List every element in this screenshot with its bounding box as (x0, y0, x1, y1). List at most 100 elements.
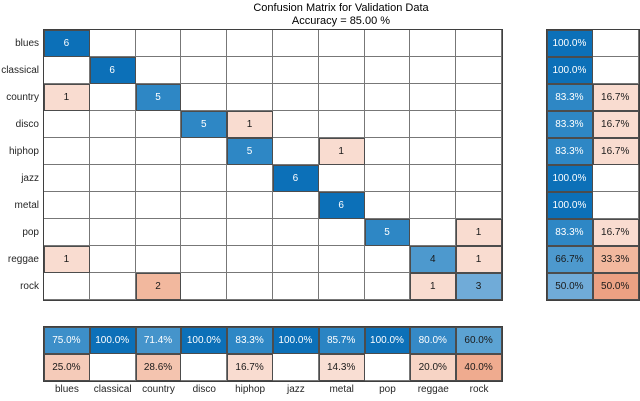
col-summary-correct-cell: 85.7% (318, 327, 365, 354)
matrix-cell: 6 (44, 30, 90, 57)
matrix-cell-empty (89, 192, 136, 219)
col-summary-correct-cell: 75.0% (44, 327, 90, 354)
col-label-jazz: jazz (286, 384, 305, 395)
matrix-cell-empty (456, 30, 502, 57)
matrix-cell-empty (181, 219, 228, 246)
col-summary-correct-cell: 71.4% (135, 327, 182, 354)
row-summary-grid: 100.0% 100.0% 83.3% 16.7% 83.3% 16.7% 83.3% 16.… (546, 29, 640, 301)
col-summary-incorrect-cell: 14.3% (318, 354, 365, 381)
col-summary-correct-cell: 83.3% (227, 327, 273, 354)
col-summary-empty-cell (272, 354, 319, 381)
matrix-cell: 1 (44, 84, 90, 111)
matrix-cell-empty (181, 165, 228, 192)
matrix-cell-empty (318, 165, 365, 192)
matrix-cell-empty (44, 111, 90, 138)
col-axis-labels: blues classical country disco hiphop jazz meta… (44, 384, 502, 395)
matrix-cell-empty (135, 138, 182, 165)
chart-title: Confusion Matrix for Validation Data (253, 2, 429, 14)
col-label-metal: metal (329, 384, 354, 395)
matrix-cell-empty (44, 192, 90, 219)
matrix-cell-empty (135, 57, 182, 84)
matrix-cell-empty (410, 165, 457, 192)
matrix-cell-empty (318, 30, 365, 57)
matrix-cell-empty (456, 138, 502, 165)
row-summary-incorrect-cell: 33.3% (592, 246, 639, 273)
col-summary-incorrect-cell: 20.0% (410, 354, 457, 381)
matrix-cell-empty (272, 273, 319, 300)
col-summary-correct-cell: 100.0% (181, 327, 228, 354)
matrix-cell-empty (89, 111, 136, 138)
row-summary-empty-cell (592, 57, 639, 84)
row-summary-incorrect-cell: 16.7% (592, 84, 639, 111)
matrix-cell: 1 (227, 111, 273, 138)
matrix-cell: 5 (135, 84, 182, 111)
col-summary-empty-cell (89, 354, 136, 381)
matrix-cell-empty (318, 111, 365, 138)
matrix-cell: 6 (272, 165, 319, 192)
matrix-cell-empty (364, 246, 411, 273)
col-summary-empty-cell (181, 354, 228, 381)
col-summary-incorrect-cell: 25.0% (44, 354, 90, 381)
row-label-pop: pop (22, 227, 39, 238)
row-label-jazz: jazz (21, 173, 39, 184)
matrix-cell-empty (135, 165, 182, 192)
matrix-cell-empty (89, 219, 136, 246)
row-label-classical: classical (1, 65, 39, 76)
matrix-cell-empty (89, 273, 136, 300)
matrix-cell-empty (318, 246, 365, 273)
matrix-cell-empty (272, 246, 319, 273)
row-axis-labels: blues classical country disco hiphop jazz meta… (0, 30, 39, 300)
matrix-cell-empty (364, 57, 411, 84)
matrix-cell-empty (181, 192, 228, 219)
matrix-cell-empty (89, 165, 136, 192)
matrix-cell-empty (89, 30, 136, 57)
matrix-cell-empty (410, 219, 457, 246)
row-summary-correct-cell: 100.0% (547, 165, 593, 192)
matrix-cell-empty (318, 84, 365, 111)
matrix-cell-empty (410, 111, 457, 138)
matrix-cell: 1 (318, 138, 365, 165)
row-summary-correct-cell: 50.0% (547, 273, 593, 300)
matrix-cell-empty (227, 192, 273, 219)
matrix-cell-empty (272, 219, 319, 246)
matrix-cell-empty (227, 30, 273, 57)
matrix-cell-empty (272, 84, 319, 111)
matrix-cell-empty (181, 138, 228, 165)
col-label-rock: rock (469, 384, 489, 395)
matrix-cell: 1 (410, 273, 457, 300)
matrix-cell-empty (318, 57, 365, 84)
matrix-cell-empty (410, 138, 457, 165)
row-label-blues: blues (15, 38, 39, 49)
col-label-blues: blues (54, 384, 79, 395)
matrix-cell: 1 (456, 246, 502, 273)
matrix-cell-empty (227, 219, 273, 246)
row-summary-incorrect-cell: 16.7% (592, 111, 639, 138)
col-summary-incorrect-cell: 28.6% (135, 354, 182, 381)
matrix-cell-empty (135, 30, 182, 57)
col-summary-incorrect-cell: 40.0% (456, 354, 502, 381)
matrix-cell-empty (318, 273, 365, 300)
matrix-cell-empty (135, 111, 182, 138)
row-summary-incorrect-cell: 16.7% (592, 138, 639, 165)
matrix-cell-empty (410, 84, 457, 111)
row-summary-empty-cell (592, 30, 639, 57)
row-summary-correct-cell: 100.0% (547, 30, 593, 57)
matrix-cell-empty (135, 219, 182, 246)
matrix-cell-empty (456, 57, 502, 84)
chart-title-block: Confusion Matrix for Validation Data Acc… (43, 2, 639, 28)
matrix-cell-empty (364, 111, 411, 138)
matrix-cell-empty (364, 138, 411, 165)
matrix-cell-empty (227, 273, 273, 300)
matrix-cell-empty (89, 84, 136, 111)
row-summary-correct-cell: 83.3% (547, 138, 593, 165)
row-summary-correct-cell: 66.7% (547, 246, 593, 273)
matrix-cell: 1 (44, 246, 90, 273)
matrix-cell-empty (135, 246, 182, 273)
matrix-cell-empty (44, 138, 90, 165)
row-summary-correct-cell: 83.3% (547, 84, 593, 111)
matrix-cell-empty (364, 273, 411, 300)
row-summary-empty-cell (592, 165, 639, 192)
matrix-cell-empty (318, 219, 365, 246)
